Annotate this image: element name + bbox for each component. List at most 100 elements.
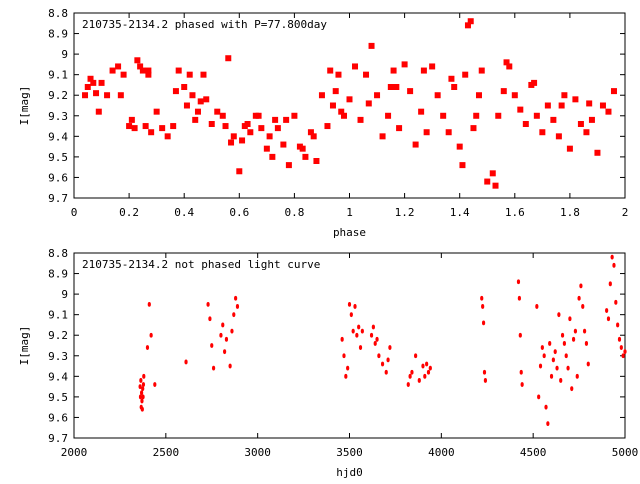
x-tick-label: 0.6 (229, 206, 249, 219)
x-tick-label: 0.2 (119, 206, 139, 219)
x-tick-label: 1.6 (505, 206, 525, 219)
data-point (224, 336, 229, 342)
data-point (138, 394, 143, 400)
y-tick-label: 8.8 (48, 247, 68, 260)
y-tick-label: 8.9 (48, 28, 68, 41)
data-point (128, 116, 135, 123)
data-point (586, 361, 590, 367)
x-tick-label: 5000 (612, 446, 639, 459)
data-point (194, 108, 201, 115)
data-point (368, 42, 375, 49)
data-point (353, 304, 357, 309)
y-tick-label: 9.7 (48, 192, 68, 205)
data-point (225, 55, 232, 62)
data-point (492, 182, 499, 189)
data-point (87, 75, 94, 82)
data-point (247, 129, 254, 136)
data-point (511, 92, 518, 99)
plot-frame (73, 12, 626, 199)
data-point (302, 153, 309, 160)
data-point (374, 92, 381, 99)
data-point (483, 378, 488, 383)
data-point (310, 133, 317, 140)
y-tick-label: 9.2 (48, 329, 68, 342)
data-point (335, 71, 342, 78)
y-tick-label: 9.6 (48, 411, 68, 424)
y-tick-label: 9.5 (48, 151, 68, 164)
data-point (239, 137, 246, 144)
data-point (549, 373, 554, 379)
data-point (342, 353, 346, 359)
data-point (358, 345, 363, 350)
data-point (566, 365, 570, 371)
data-point (456, 143, 463, 150)
data-point (489, 170, 496, 177)
data-point (269, 153, 276, 160)
data-point (417, 378, 421, 383)
x-tick-label: 2500 (153, 446, 180, 459)
data-point (230, 133, 237, 140)
data-point (346, 365, 350, 371)
y-tick-label: 9 (61, 288, 68, 301)
data-point (228, 363, 232, 369)
data-point (307, 129, 314, 136)
data-point (363, 71, 370, 78)
data-point (608, 281, 612, 287)
data-point (203, 96, 210, 103)
data-point (555, 365, 559, 371)
data-point (280, 141, 287, 148)
data-point (531, 79, 538, 86)
data-point (139, 390, 144, 396)
x-tick-label: 0.8 (284, 206, 304, 219)
y-tick-label: 9.2 (48, 89, 68, 102)
data-point (346, 96, 353, 103)
data-point (192, 116, 199, 123)
data-point (605, 108, 612, 115)
data-point (586, 100, 593, 107)
data-point (142, 373, 146, 379)
data-point (141, 382, 146, 387)
data-point (519, 369, 523, 375)
x-tick-label: 0.4 (174, 206, 194, 219)
data-point (134, 57, 141, 64)
data-point (539, 129, 546, 136)
data-point (147, 301, 151, 307)
data-point (537, 394, 541, 400)
data-point (386, 357, 390, 363)
data-point (503, 59, 510, 66)
data-point (577, 295, 581, 301)
data-point (153, 382, 157, 387)
data-point (550, 116, 557, 123)
data-point (120, 71, 127, 78)
data-point (349, 312, 353, 318)
data-point (236, 168, 243, 175)
data-point (206, 301, 210, 307)
x-tick-label: 4500 (520, 446, 547, 459)
data-point (577, 121, 584, 127)
data-point (211, 365, 216, 371)
data-point (263, 145, 270, 152)
data-point (329, 102, 336, 109)
y-tick-label: 9.5 (48, 391, 68, 404)
data-point (387, 84, 394, 90)
data-point (558, 102, 565, 109)
x-tick-label: 1 (346, 206, 353, 219)
data-point (575, 373, 579, 379)
data-point (313, 158, 320, 164)
data-point (605, 308, 609, 313)
data-point (175, 67, 182, 74)
y-tick-label: 8.8 (48, 7, 68, 20)
data-point (506, 63, 513, 70)
y-tick-label: 9.7 (48, 432, 68, 445)
data-point (181, 84, 188, 90)
data-point (109, 67, 116, 74)
data-point (184, 359, 188, 365)
data-point (228, 139, 235, 146)
data-point (571, 336, 576, 342)
x-tick-label: 0 (71, 206, 78, 219)
data-point (614, 299, 618, 305)
data-point (538, 363, 543, 369)
data-point (90, 79, 97, 86)
data-point (126, 123, 133, 130)
